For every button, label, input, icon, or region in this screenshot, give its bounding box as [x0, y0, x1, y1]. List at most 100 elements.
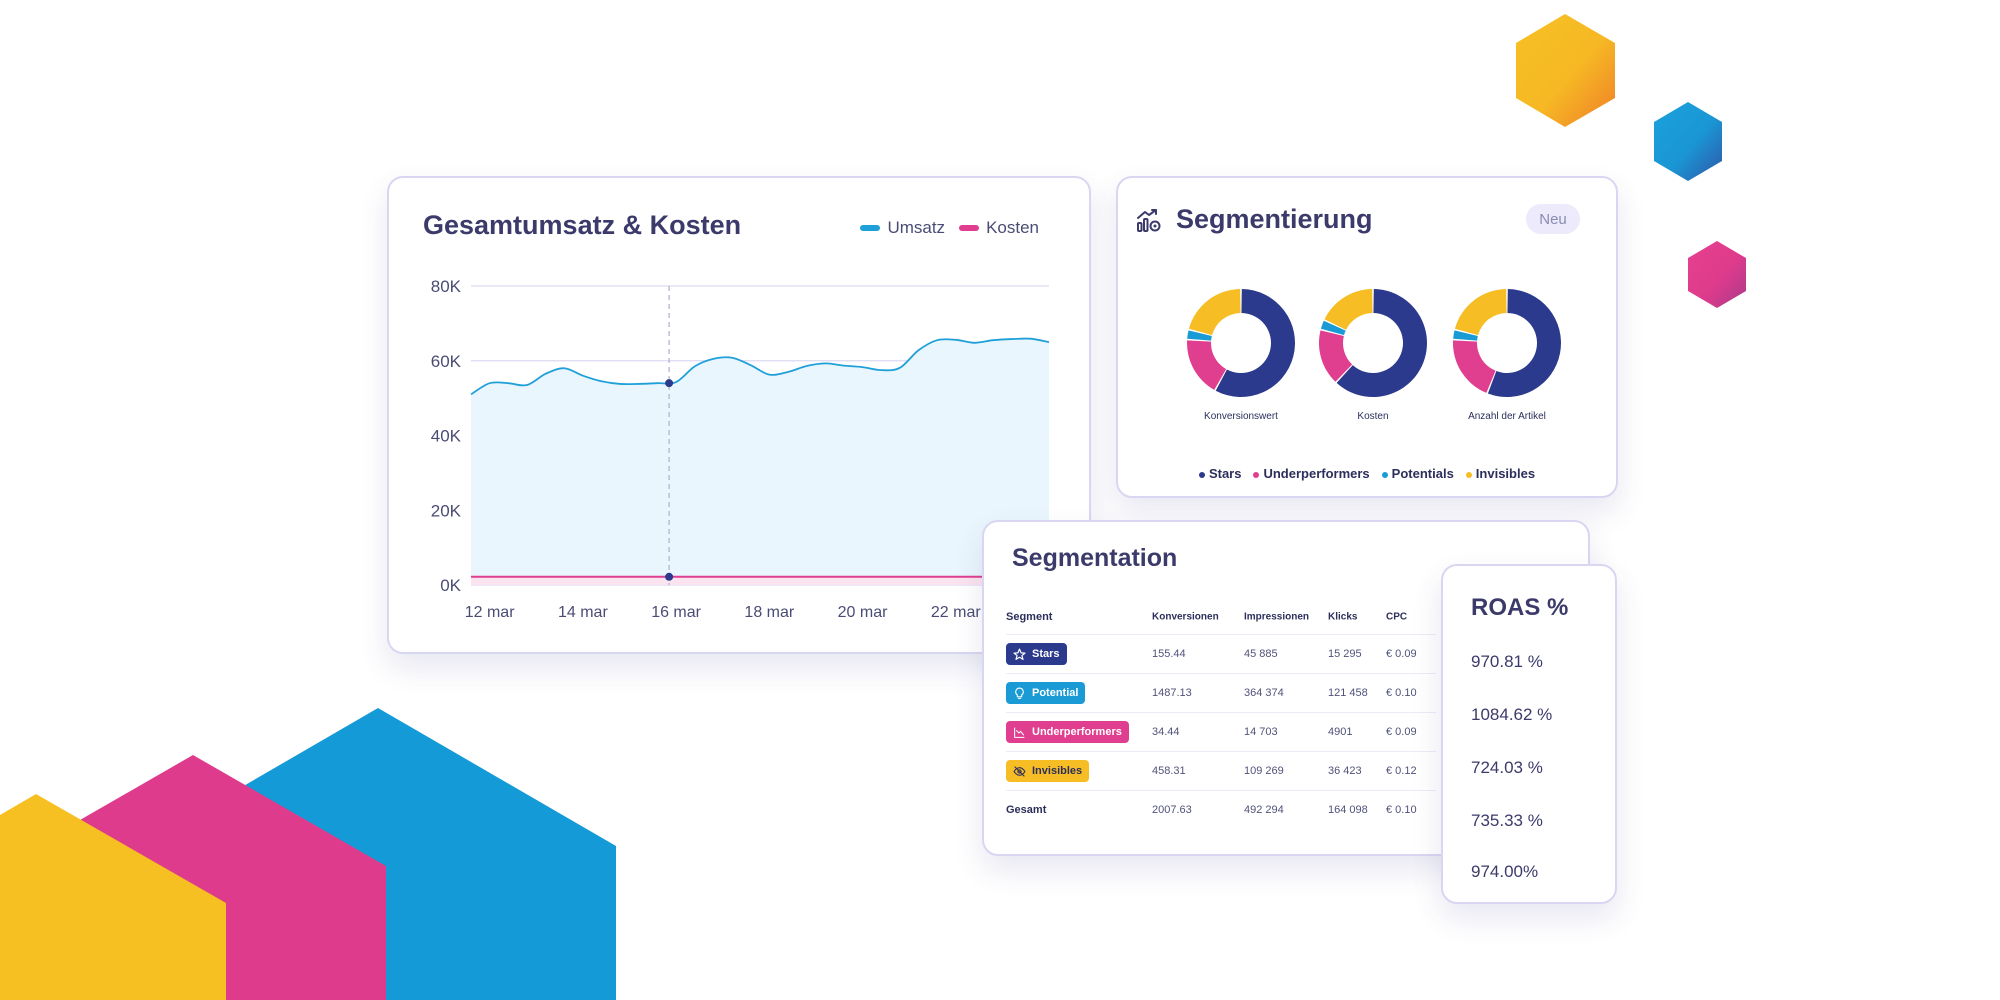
y-tick-label: 80K: [431, 277, 462, 296]
cell-konversionen: 458.31: [1152, 765, 1186, 777]
legend-label-kosten: Kosten: [986, 218, 1039, 237]
cell-total-konversionen: 2007.63: [1152, 804, 1192, 816]
header-konversionen[interactable]: Konversionen: [1152, 611, 1219, 623]
donut-slice-invisibles[interactable]: [1324, 289, 1373, 330]
legend-label-umsatz: Umsatz: [887, 218, 946, 237]
eye-slash-icon: [1013, 765, 1026, 777]
revenue-legend: Umsatz Kosten: [860, 218, 1039, 238]
y-tick-label: 40K: [431, 427, 462, 446]
segment-badge-invisibles[interactable]: Invisibles: [1006, 760, 1090, 782]
roas-value: 724.03 %: [1471, 758, 1543, 777]
cell-cpc: € 0.09: [1386, 726, 1417, 738]
legend-invisibles: Invisibles: [1465, 466, 1535, 481]
table-total-row: Gesamt 2007.63 492 294 164 098 € 0.10: [1006, 791, 1436, 829]
hover-point-umsatz[interactable]: [665, 379, 674, 388]
umsatz-line: [470, 337, 1050, 396]
cell-klicks: 15 295: [1328, 648, 1362, 660]
table-header-row: Segment Konversionen Impressionen Klicks…: [1006, 600, 1436, 635]
donut-slice-stars[interactable]: [1215, 289, 1295, 397]
segment-badge-stars[interactable]: Stars: [1006, 643, 1067, 665]
legend-item-kosten[interactable]: Kosten: [959, 218, 1039, 238]
cell-total-label: Gesamt: [1006, 804, 1047, 816]
hexagon-yellow-bottom: [0, 794, 226, 1000]
kosten-area: [471, 576, 1049, 585]
hexagon-pink-top: [1688, 241, 1746, 308]
roas-value: 735.33 %: [1471, 811, 1543, 830]
x-tick-label: 20 mar: [838, 604, 888, 621]
y-tick-label: 20K: [431, 501, 462, 520]
cell-konversionen: 155.44: [1152, 648, 1186, 660]
legend-underperformers: Underperformers: [1253, 466, 1370, 481]
segmentation-table: Segment Konversionen Impressionen Klicks…: [1006, 600, 1436, 829]
roas-title: ROAS %: [1471, 594, 1569, 621]
table-row[interactable]: Underperformers 34.44 14 703 4901 € 0.09: [1006, 713, 1436, 752]
segmentierung-donuts: Konversionswert Kosten Anzahl der Artikel: [1187, 289, 1561, 422]
star-icon: [1013, 647, 1026, 660]
donut-slice-underperformers[interactable]: [1319, 330, 1353, 382]
hover-point-kosten[interactable]: [665, 572, 674, 581]
x-tick-label: 12 mar: [465, 604, 515, 621]
header-klicks[interactable]: Klicks: [1328, 611, 1358, 623]
donut-slice-potentials[interactable]: [1320, 320, 1346, 336]
y-tick-label: 0K: [440, 576, 461, 595]
hexagon-blue-top: [1654, 102, 1722, 181]
cell-impressionen: 14 703: [1244, 726, 1278, 738]
donut-label: Kosten: [1357, 411, 1388, 422]
cell-klicks: 4901: [1328, 726, 1353, 738]
donut-slice-invisibles[interactable]: [1188, 289, 1241, 336]
segmentierung-title: Segmentierung: [1176, 204, 1373, 234]
header-impressionen[interactable]: Impressionen: [1244, 611, 1310, 623]
cell-total-cpc: € 0.10: [1386, 804, 1417, 816]
x-tick-label: 16 mar: [651, 604, 701, 621]
header-segment[interactable]: Segment: [1006, 611, 1053, 623]
hexagon-yellow-top: [1516, 14, 1615, 127]
cell-impressionen: 45 885: [1244, 648, 1278, 660]
segmentierung-card: Segmentierung Neu Konversionswert Kosten A…: [1116, 176, 1618, 498]
declining-chart-icon: [1014, 727, 1025, 738]
donut-slice-potentials[interactable]: [1187, 330, 1212, 341]
cell-impressionen: 364 374: [1244, 687, 1284, 699]
chart-settings-icon: [1137, 209, 1161, 232]
cell-konversionen: 34.44: [1152, 726, 1180, 738]
cell-cpc: € 0.12: [1386, 765, 1417, 777]
donut-slice-potentials[interactable]: [1453, 330, 1478, 341]
table-row[interactable]: Stars 155.44 45 885 15 295 € 0.09: [1006, 635, 1436, 674]
revenue-card-title: Gesamtumsatz & Kosten: [423, 210, 742, 240]
legend-potentials: Potentials: [1381, 466, 1454, 481]
roas-card: ROAS % 970.81 % 1084.62 % 724.03 % 735.3…: [1441, 564, 1617, 904]
donut-label: Konversionswert: [1204, 411, 1278, 422]
donut-slice-underperformers[interactable]: [1453, 340, 1496, 393]
donut-label: Anzahl der Artikel: [1468, 411, 1546, 422]
roas-value: 1084.62 %: [1471, 705, 1553, 724]
legend-swatch-umsatz: [860, 225, 881, 231]
segment-badge-underperformers[interactable]: Underperformers: [1006, 721, 1129, 743]
table-row[interactable]: Potential 1487.13 364 374 121 458 € 0.10: [1006, 674, 1436, 713]
segmentierung-legend: Stars Underperformers Potentials Invisib…: [1118, 466, 1616, 481]
legend-stars: Stars: [1198, 466, 1241, 481]
lightbulb-icon: [1015, 687, 1024, 699]
legend-swatch-kosten: [959, 225, 980, 231]
legend-item-umsatz[interactable]: Umsatz: [860, 218, 945, 238]
new-badge: Neu: [1526, 204, 1580, 234]
segment-badge-potential[interactable]: Potential: [1006, 682, 1086, 704]
y-tick-label: 60K: [431, 352, 462, 371]
x-tick-label: 14 mar: [558, 604, 608, 621]
donut-slice-stars[interactable]: [1487, 289, 1561, 397]
cell-impressionen: 109 269: [1244, 765, 1284, 777]
cell-klicks: 121 458: [1328, 687, 1368, 699]
roas-value: 974.00%: [1471, 862, 1539, 881]
donut-slice-invisibles[interactable]: [1454, 289, 1507, 336]
revenue-cost-card: 0K 20K 40K 60K 80K 12 mar 14 mar 16 mar 18 mar 20…: [387, 176, 1091, 654]
cell-klicks: 36 423: [1328, 765, 1362, 777]
cell-cpc: € 0.09: [1386, 648, 1417, 660]
header-cpc[interactable]: CPC: [1386, 611, 1408, 623]
table-row[interactable]: Invisibles 458.31 109 269 36 423 € 0.12: [1006, 752, 1436, 791]
donut-slice-underperformers[interactable]: [1187, 340, 1227, 390]
umsatz-area: [471, 338, 1049, 585]
x-tick-label: 22 mar: [931, 604, 981, 621]
x-tick-label: 18 mar: [744, 604, 794, 621]
cell-total-klicks: 164 098: [1328, 804, 1368, 816]
revenue-cost-chart: 0K 20K 40K 60K 80K 12 mar 14 mar 16 mar 18 mar 20…: [431, 277, 1050, 621]
donut-slice-stars[interactable]: [1336, 289, 1427, 397]
